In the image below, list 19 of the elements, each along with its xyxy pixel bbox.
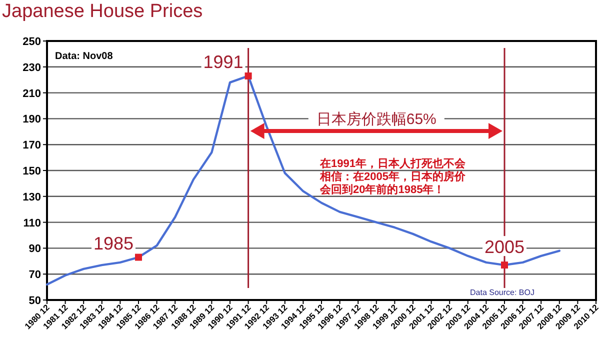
y-tick-label: 250	[22, 36, 41, 48]
annotation: 日本房价跌幅65%	[316, 111, 436, 128]
annotation: 1985	[93, 233, 134, 254]
y-tick-label: 210	[22, 88, 41, 100]
y-tick-label: 70	[28, 269, 41, 282]
y-tick-label: 130	[22, 191, 41, 204]
annotation: Data Source: BOJ	[470, 288, 534, 297]
y-tick-label: 90	[28, 243, 41, 256]
y-tick-label: 230	[22, 62, 41, 74]
y-tick-label: 150	[22, 166, 41, 178]
y-tick-label: 170	[22, 140, 41, 152]
annotation: Data: Nov08	[55, 51, 114, 62]
y-tick-label: 190	[22, 114, 41, 126]
annotation: 在1991年，日本人打死也不会相信：在2005年，日本的房价会回到20年前的1985年！	[319, 157, 466, 196]
annotation: 1991	[203, 52, 244, 72]
annotation: 2005	[484, 237, 525, 258]
y-tick-label: 110	[23, 217, 41, 230]
chart-title: Japanese House Prices	[2, 1, 203, 22]
y-tick-label: 50	[28, 295, 41, 307]
